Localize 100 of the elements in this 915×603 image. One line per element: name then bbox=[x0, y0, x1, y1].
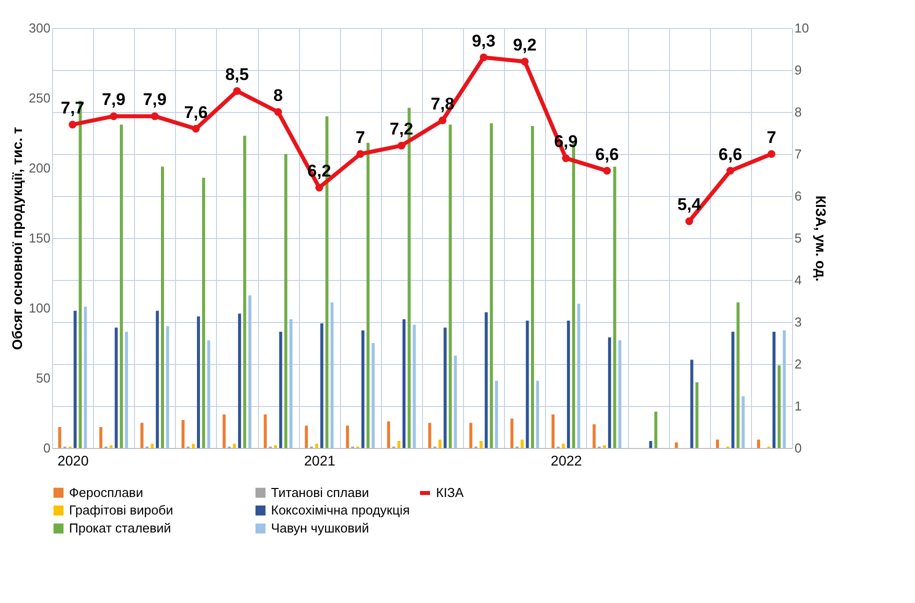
bar bbox=[361, 330, 364, 448]
bar bbox=[566, 320, 570, 448]
legend-label: Коксохімічна продукція bbox=[271, 502, 410, 518]
bar bbox=[428, 422, 432, 448]
bar bbox=[649, 441, 652, 448]
bar bbox=[778, 365, 781, 448]
bar bbox=[140, 422, 144, 448]
bar bbox=[304, 426, 308, 448]
bar bbox=[695, 382, 698, 448]
bar bbox=[530, 126, 534, 448]
bar bbox=[196, 316, 200, 448]
y2-tick-label: 5 bbox=[794, 230, 802, 246]
bar bbox=[166, 326, 170, 448]
data-label: 7 bbox=[356, 128, 366, 147]
data-label: 7,6 bbox=[184, 102, 208, 122]
bar bbox=[412, 324, 416, 448]
y-tick-label: 0 bbox=[43, 440, 50, 456]
bar bbox=[160, 166, 164, 448]
bar bbox=[274, 445, 278, 448]
point bbox=[356, 150, 364, 158]
y-tick-label: 250 bbox=[28, 90, 50, 106]
x-tick-label: 2021 bbox=[304, 452, 336, 468]
bar bbox=[454, 356, 457, 448]
bar bbox=[192, 444, 195, 448]
point bbox=[192, 124, 200, 133]
bar bbox=[346, 426, 349, 448]
bar bbox=[232, 444, 236, 448]
data-label: 7,9 bbox=[142, 90, 167, 110]
y-tick-label: 100 bbox=[28, 300, 50, 316]
data-label: 8,5 bbox=[225, 65, 249, 84]
bar bbox=[716, 440, 719, 448]
bar bbox=[562, 444, 565, 448]
bar bbox=[480, 441, 483, 448]
legend-label: Чавун чушковий bbox=[271, 520, 370, 536]
data-label: 8 bbox=[273, 86, 283, 105]
point bbox=[398, 142, 406, 150]
bar bbox=[608, 337, 612, 448]
bar bbox=[484, 312, 488, 448]
bar bbox=[602, 445, 606, 448]
y-axis-title: Обсяг основної продукції, тис. т bbox=[8, 126, 25, 350]
bar bbox=[74, 310, 77, 448]
point bbox=[520, 58, 529, 66]
point bbox=[726, 166, 734, 175]
bar bbox=[613, 166, 616, 448]
bar bbox=[577, 304, 580, 448]
point bbox=[768, 150, 776, 158]
point bbox=[233, 87, 241, 95]
y2-tick-label: 3 bbox=[794, 314, 802, 330]
point bbox=[562, 154, 570, 162]
bar bbox=[402, 319, 406, 448]
bar bbox=[150, 444, 154, 448]
bar bbox=[366, 142, 370, 448]
bar bbox=[592, 424, 596, 448]
bar bbox=[330, 302, 334, 448]
data-label: 6,6 bbox=[718, 144, 742, 164]
legend-label: Графітові вироби bbox=[69, 502, 174, 518]
y2-tick-label: 1 bbox=[794, 398, 802, 414]
legend-label: КІЗА bbox=[436, 485, 464, 500]
bar bbox=[387, 421, 390, 448]
y2-tick-label: 7 bbox=[794, 146, 802, 162]
bar bbox=[731, 332, 734, 448]
point bbox=[315, 184, 324, 192]
bar bbox=[736, 302, 740, 448]
bar bbox=[674, 442, 678, 448]
bar bbox=[289, 319, 292, 448]
bar bbox=[618, 340, 622, 448]
data-label: 9,3 bbox=[472, 31, 496, 50]
data-label: 7,9 bbox=[102, 90, 126, 110]
point bbox=[110, 112, 118, 120]
bar bbox=[448, 124, 452, 448]
bar bbox=[654, 412, 658, 448]
data-label: 6,6 bbox=[595, 144, 619, 164]
bar bbox=[243, 136, 246, 448]
legend-label: Феросплави bbox=[69, 484, 144, 500]
bar bbox=[284, 154, 288, 448]
point bbox=[274, 108, 282, 116]
bar bbox=[110, 445, 113, 448]
y2-tick-label: 4 bbox=[794, 272, 802, 288]
bar bbox=[114, 328, 118, 448]
y-tick-label: 150 bbox=[28, 230, 50, 246]
bar bbox=[490, 123, 493, 448]
bar bbox=[99, 427, 102, 448]
y2-tick-label: 0 bbox=[794, 440, 802, 456]
x-tick-label: 2020 bbox=[57, 452, 89, 468]
bar bbox=[372, 343, 375, 448]
bar bbox=[444, 328, 447, 448]
y-tick-label: 300 bbox=[28, 20, 50, 36]
bar bbox=[536, 380, 540, 448]
point bbox=[68, 120, 76, 128]
point bbox=[438, 116, 446, 124]
bar bbox=[690, 360, 694, 448]
bar bbox=[742, 396, 745, 448]
bar bbox=[772, 332, 776, 448]
bar bbox=[320, 323, 324, 448]
bar bbox=[438, 440, 442, 448]
bar bbox=[526, 320, 529, 448]
bar bbox=[757, 440, 760, 448]
x-tick-label: 2022 bbox=[550, 452, 582, 468]
bar bbox=[397, 441, 400, 448]
bar bbox=[315, 444, 318, 448]
